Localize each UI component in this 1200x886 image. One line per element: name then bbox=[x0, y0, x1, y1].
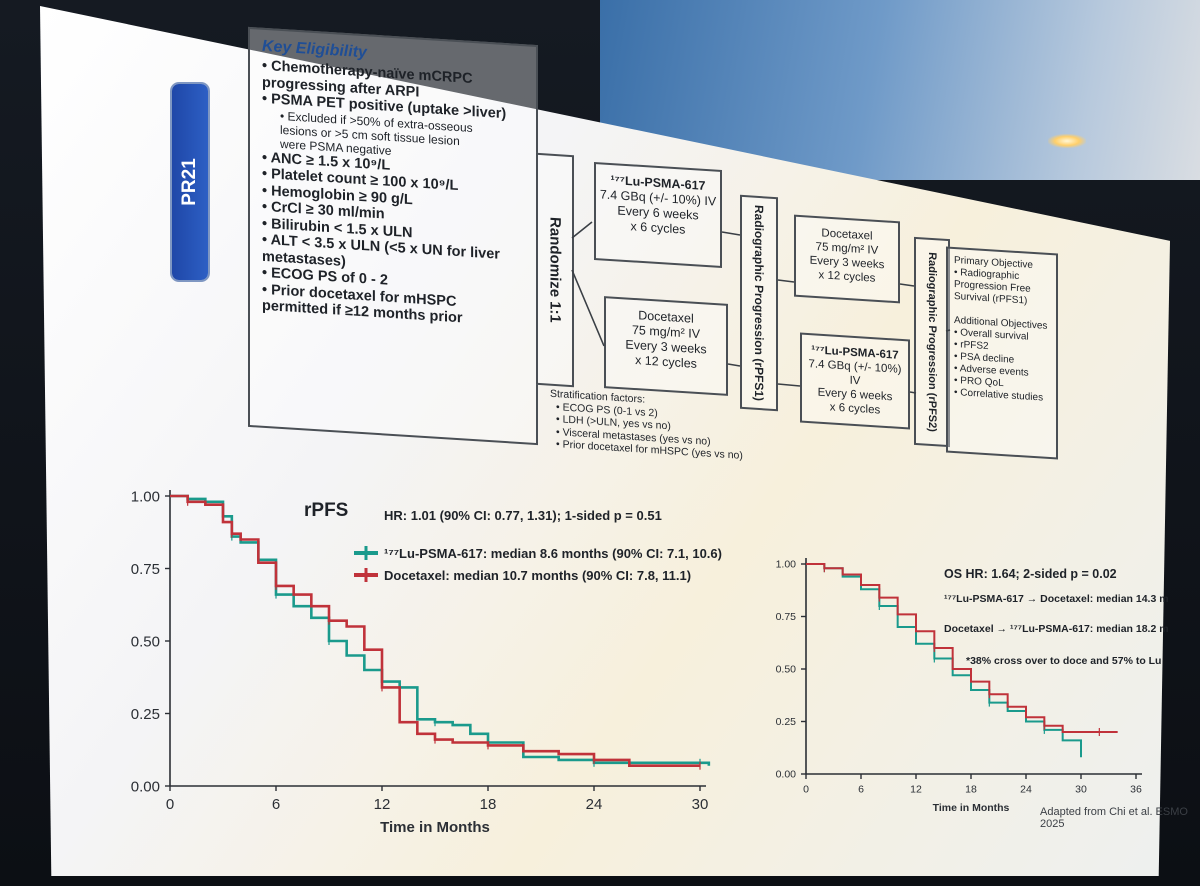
y-tick-label: 0.75 bbox=[131, 561, 160, 578]
y-tick-label: 0.50 bbox=[131, 633, 160, 650]
chart-annotation: Docetaxel → ¹⁷⁷Lu-PSMA-617: median 18.2 … bbox=[944, 623, 1169, 635]
chart-0: 0.00 0.25 0.50 0.75 1.00 0 6 12 18 24 30 Time in Mo… bbox=[131, 488, 722, 836]
x-tick-label: 12 bbox=[374, 796, 391, 813]
x-tick-label: 30 bbox=[1075, 784, 1087, 796]
series-line-1 bbox=[806, 563, 1118, 733]
x-tick-label: 24 bbox=[1020, 784, 1032, 796]
arrow-to-doce bbox=[571, 269, 605, 347]
y-tick-label: 1.00 bbox=[776, 559, 797, 571]
legend-label: Docetaxel: median 10.7 months (90% CI: 7… bbox=[384, 568, 691, 583]
footnote: Adapted from Chi et al. ESMO 2025 bbox=[1040, 806, 1188, 830]
arrow-to-lu bbox=[571, 221, 593, 239]
arrow-rp1-to-lu2 bbox=[777, 383, 801, 387]
legend-label: ¹⁷⁷Lu-PSMA-617: median 8.6 months (90% C… bbox=[384, 546, 722, 561]
study-tag: PR21 bbox=[172, 84, 208, 280]
y-tick-label: 0.25 bbox=[131, 706, 160, 723]
x-tick-label: 36 bbox=[1130, 784, 1142, 796]
x-tick-label: 30 bbox=[692, 796, 709, 813]
arrow-lu2-to-rp2 bbox=[909, 391, 917, 394]
x-axis-title: Time in Months bbox=[380, 819, 490, 836]
chart-1: 0.00 0.25 0.50 0.75 1.00 0 6 12 18 24 30 36 Time in … bbox=[776, 558, 1169, 814]
y-tick-label: 0.00 bbox=[131, 778, 160, 795]
series-line-0 bbox=[170, 494, 711, 766]
chart-annotation: ¹⁷⁷Lu-PSMA-617 → Docetaxel: median 14.3 … bbox=[944, 593, 1169, 605]
y-tick-label: 0.25 bbox=[776, 716, 797, 728]
y-tick-label: 0.75 bbox=[776, 611, 797, 623]
x-tick-label: 0 bbox=[166, 796, 174, 813]
ceiling-lamp bbox=[1048, 134, 1086, 148]
x-tick-label: 12 bbox=[910, 784, 922, 796]
x-tick-label: 0 bbox=[803, 784, 809, 796]
arrow-doce-to-rp1 bbox=[727, 363, 741, 367]
arrow-doce2-to-rp2 bbox=[899, 283, 915, 287]
x-axis-title: Time in Months bbox=[933, 802, 1010, 814]
x-tick-label: 18 bbox=[480, 796, 497, 813]
x-tick-label: 6 bbox=[272, 796, 280, 813]
chart-annotation: *38% cross over to doce and 57% to Lu bbox=[966, 655, 1161, 667]
x-tick-label: 24 bbox=[586, 796, 603, 813]
chart-subtitle: HR: 1.01 (90% CI: 0.77, 1.31); 1-sided p… bbox=[384, 508, 662, 523]
x-tick-label: 6 bbox=[858, 784, 864, 796]
arrow-lu-to-rp1 bbox=[721, 231, 741, 236]
x-tick-label: 18 bbox=[965, 784, 977, 796]
arrow-rp2-to-obj bbox=[945, 329, 951, 332]
y-tick-label: 1.00 bbox=[131, 488, 160, 505]
chart-title: rPFS bbox=[304, 500, 348, 521]
y-tick-label: 0.50 bbox=[776, 664, 797, 676]
y-tick-label: 0.00 bbox=[776, 769, 797, 781]
chart-title: OS HR: 1.64; 2-sided p = 0.02 bbox=[944, 567, 1117, 581]
arrow-rp1-to-doce2 bbox=[777, 279, 795, 283]
